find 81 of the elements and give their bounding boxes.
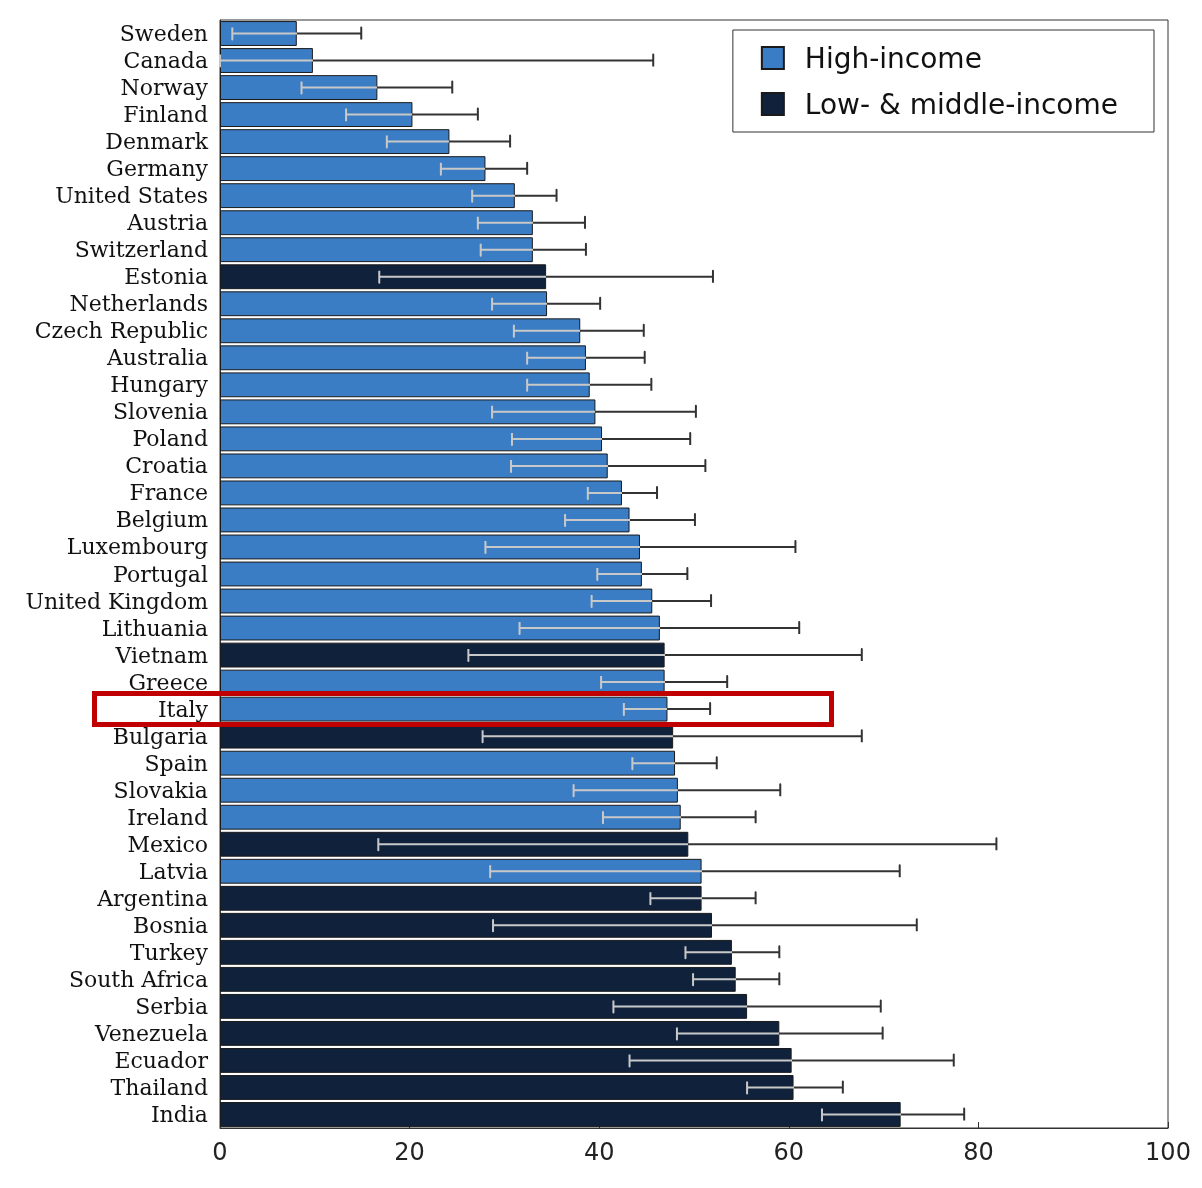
y-tick-label: Canada — [123, 48, 208, 74]
y-tick-label: India — [150, 1101, 208, 1127]
y-tick-label: Luxembourg — [66, 534, 208, 560]
bar — [220, 1020, 780, 1046]
bar — [220, 939, 732, 965]
y-tick-label: Mexico — [127, 831, 208, 857]
legend-label: Low- & middle-income — [804, 87, 1118, 121]
x-tick-label: 20 — [394, 1138, 425, 1166]
bar — [220, 696, 668, 722]
bar — [220, 750, 676, 776]
bar — [220, 75, 378, 100]
y-tick-label: South Africa — [68, 966, 208, 992]
y-tick-label: Netherlands — [69, 291, 208, 317]
y-tick-label: Sweden — [119, 21, 208, 47]
bar — [220, 318, 581, 344]
bar — [220, 264, 547, 290]
bar — [220, 777, 678, 803]
bar — [220, 1048, 792, 1073]
y-tick-label: Bosnia — [132, 912, 208, 938]
bar — [220, 345, 586, 371]
bar — [220, 453, 608, 479]
y-tick-label: United States — [55, 183, 208, 209]
bar — [220, 858, 702, 884]
y-tick-label: Poland — [132, 426, 208, 452]
bar — [220, 885, 702, 911]
y-tick-label: Switzerland — [74, 237, 208, 263]
x-tick-label: 80 — [963, 1138, 994, 1166]
bar — [220, 102, 413, 128]
bar — [220, 48, 313, 73]
y-tick-label: Venezuela — [93, 1020, 208, 1046]
x-tick-label: 100 — [1145, 1138, 1191, 1166]
y-tick-label: Slovenia — [112, 399, 208, 425]
y-tick-label: Germany — [106, 156, 209, 182]
bar — [220, 183, 515, 209]
y-tick-label: Latvia — [138, 858, 208, 884]
y-tick-label: Croatia — [125, 453, 208, 479]
y-tick-label: Argentina — [96, 885, 208, 911]
x-tick-label: 60 — [773, 1138, 805, 1166]
bar — [220, 966, 736, 992]
y-tick-label: Portugal — [113, 561, 208, 587]
y-tick-label: Finland — [123, 102, 208, 128]
y-tick-label: France — [129, 480, 208, 506]
x-tick-label: 0 — [212, 1138, 228, 1166]
bar — [220, 291, 548, 317]
bar — [220, 129, 450, 155]
y-tick-label: Estonia — [124, 264, 208, 290]
legend-label: High-income — [804, 41, 982, 75]
y-tick-label: Greece — [128, 669, 208, 695]
y-tick-label: Italy — [157, 696, 209, 722]
y-tick-label: Bulgaria — [112, 723, 208, 749]
y-tick-label: Austria — [126, 210, 208, 236]
y-tick-label: Belgium — [115, 507, 209, 533]
bar — [220, 804, 681, 830]
y-tick-label: Hungary — [110, 372, 209, 398]
y-tick-label: Ecuador — [114, 1047, 209, 1073]
y-tick-label: Serbia — [135, 993, 208, 1019]
bar — [220, 156, 486, 182]
y-tick-label: Norway — [120, 75, 209, 101]
y-tick-label: Ireland — [127, 804, 208, 830]
bar — [220, 831, 689, 857]
bar — [220, 993, 748, 1019]
bar — [220, 237, 533, 263]
y-tick-label: Slovakia — [113, 777, 208, 803]
y-tick-label: Lithuania — [101, 615, 208, 641]
y-tick-label: Denmark — [105, 129, 209, 155]
bar — [220, 426, 603, 452]
bar — [220, 912, 713, 938]
y-tick-label: Spain — [144, 750, 208, 776]
bar — [220, 210, 533, 236]
y-tick-label: Czech Republic — [34, 318, 208, 344]
y-tick-label: Vietnam — [114, 642, 209, 668]
y-tick-label: Turkey — [129, 939, 209, 965]
bar — [220, 1075, 794, 1100]
bar — [220, 1102, 901, 1127]
bar — [220, 399, 596, 425]
bar — [220, 372, 590, 398]
bar — [220, 21, 297, 46]
x-tick-label: 40 — [583, 1138, 615, 1166]
y-tick-label: Thailand — [110, 1074, 208, 1100]
y-tick-label: Australia — [105, 345, 208, 371]
y-tick-label: United Kingdom — [25, 588, 209, 614]
